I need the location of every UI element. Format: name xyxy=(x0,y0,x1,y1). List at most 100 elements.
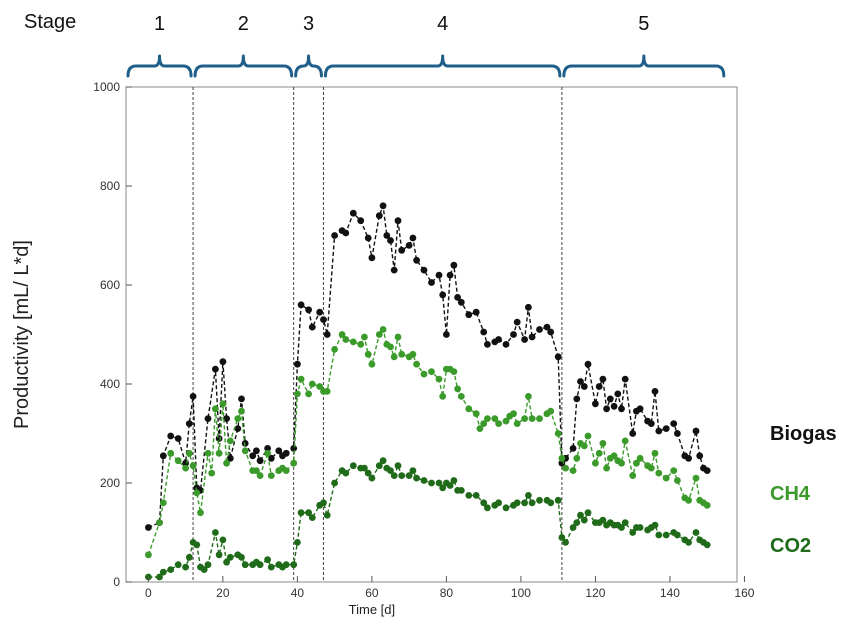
stage-number-label: 2 xyxy=(238,13,249,35)
data-point xyxy=(525,303,532,311)
data-point xyxy=(223,558,231,566)
data-point xyxy=(547,499,555,507)
data-point xyxy=(420,477,428,484)
data-point xyxy=(528,333,536,341)
data-point xyxy=(256,457,264,465)
stage-number-label: 4 xyxy=(437,13,448,35)
data-point xyxy=(349,462,357,470)
data-point xyxy=(457,298,465,306)
data-point xyxy=(558,534,566,541)
data-point xyxy=(513,499,521,507)
data-point xyxy=(428,279,435,286)
data-point xyxy=(364,350,372,358)
data-point xyxy=(290,445,298,452)
data-point xyxy=(185,420,193,427)
data-point xyxy=(584,509,592,517)
data-point xyxy=(320,499,327,507)
data-point xyxy=(692,529,700,536)
data-point xyxy=(703,501,711,509)
series-group xyxy=(145,202,711,581)
data-point xyxy=(450,261,458,269)
data-point xyxy=(185,449,193,457)
data-point xyxy=(349,209,357,217)
data-point xyxy=(614,390,622,398)
data-point xyxy=(435,479,443,487)
data-point xyxy=(241,561,249,569)
data-point xyxy=(655,531,663,539)
data-point xyxy=(554,353,562,361)
data-point xyxy=(316,383,324,390)
data-point xyxy=(174,561,182,569)
x-tick-label: 140 xyxy=(660,586,680,600)
data-point xyxy=(256,561,264,569)
data-point xyxy=(387,237,394,244)
data-point xyxy=(159,499,167,507)
data-point xyxy=(305,390,312,398)
data-point xyxy=(636,524,644,531)
data-point xyxy=(569,524,577,531)
data-point xyxy=(249,452,257,460)
data-point xyxy=(212,405,219,413)
data-point xyxy=(592,400,599,408)
data-point xyxy=(580,442,588,450)
data-point xyxy=(484,415,491,422)
data-point xyxy=(562,539,569,546)
data-point xyxy=(435,271,443,279)
data-point xyxy=(189,393,197,400)
data-point xyxy=(305,306,312,314)
data-point xyxy=(685,539,692,546)
data-point xyxy=(521,336,528,343)
data-point xyxy=(651,521,659,529)
data-point xyxy=(208,469,216,477)
series-ch4 xyxy=(145,326,711,559)
y-tick-label: 600 xyxy=(100,278,120,292)
data-point xyxy=(331,479,338,487)
data-point xyxy=(375,331,383,338)
data-point xyxy=(200,566,208,573)
data-point xyxy=(305,509,312,517)
data-point xyxy=(223,415,231,422)
data-point xyxy=(368,254,376,262)
data-point xyxy=(528,499,536,507)
data-point xyxy=(364,234,372,242)
x-tick-label: 120 xyxy=(585,586,605,600)
data-point xyxy=(182,563,190,571)
data-point xyxy=(484,341,491,348)
legend-ch4: CH4 xyxy=(770,483,811,505)
data-point xyxy=(267,454,275,462)
data-point xyxy=(398,350,406,358)
data-point xyxy=(692,474,700,482)
data-point xyxy=(696,452,704,460)
data-point xyxy=(603,405,610,413)
data-point xyxy=(264,449,271,457)
data-point xyxy=(610,402,618,410)
data-point xyxy=(621,519,629,526)
data-point xyxy=(584,432,592,440)
data-point xyxy=(610,452,618,460)
data-point xyxy=(651,449,659,457)
series-co2 xyxy=(145,457,711,581)
data-point xyxy=(316,308,324,316)
data-point xyxy=(629,529,637,536)
data-point xyxy=(357,341,365,348)
data-point xyxy=(495,336,502,343)
data-point xyxy=(267,472,275,479)
data-point xyxy=(189,462,197,470)
y-tick-label: 800 xyxy=(100,179,120,193)
stage-number-label: 3 xyxy=(303,13,314,35)
data-point xyxy=(606,395,614,403)
data-point xyxy=(495,420,502,427)
y-tick-label: 1000 xyxy=(93,80,120,94)
data-point xyxy=(368,360,376,368)
data-point xyxy=(536,415,543,422)
data-point xyxy=(476,425,484,432)
data-point xyxy=(513,420,521,427)
stage-brace xyxy=(294,54,323,78)
data-point xyxy=(521,499,528,507)
data-point xyxy=(618,405,625,413)
data-point xyxy=(618,524,625,531)
data-point xyxy=(226,437,234,445)
x-tick-label: 160 xyxy=(734,586,754,600)
data-point xyxy=(357,217,365,225)
data-point xyxy=(513,318,521,326)
